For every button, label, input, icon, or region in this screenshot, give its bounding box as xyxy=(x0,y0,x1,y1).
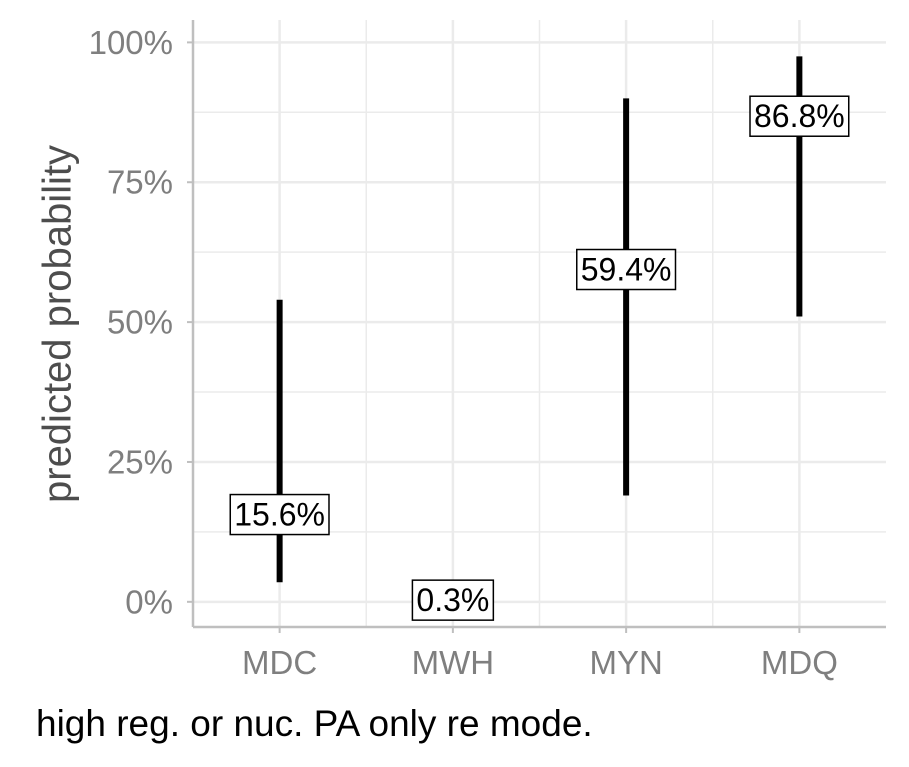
chart-caption: high reg. or nuc. PA only re mode. xyxy=(36,703,593,744)
data-label-box xyxy=(576,248,677,291)
x-tick-label: MDQ xyxy=(761,644,838,681)
x-tick-label: MYN xyxy=(589,644,662,681)
data-label-box xyxy=(229,493,330,536)
x-tick-label: MWH xyxy=(412,644,494,681)
marks-layer: 15.6% 0.3% 59.4% 86.8% xyxy=(229,56,850,621)
data-label-mwh: 0.3% xyxy=(411,579,495,621)
text-layer: predicted probability high reg. or nuc. … xyxy=(36,24,838,744)
axis-layer xyxy=(187,20,886,633)
data-label-text: 59.4% xyxy=(581,252,672,288)
data-label-mdc: 15.6% xyxy=(229,493,330,536)
y-tick-label: 0% xyxy=(125,583,173,620)
data-label-myn: 59.4% xyxy=(576,248,677,291)
data-label-box xyxy=(749,95,850,137)
x-tick-label: MDC xyxy=(242,644,317,681)
data-label-text: 0.3% xyxy=(416,582,489,618)
y-axis-title: predicted probability xyxy=(36,145,80,503)
y-tick-label: 100% xyxy=(89,24,173,61)
data-label-mdq: 86.8% xyxy=(749,95,850,137)
y-tick-label: 50% xyxy=(107,304,173,341)
data-label-box xyxy=(411,579,495,621)
y-tick-label: 25% xyxy=(107,443,173,480)
y-tick-label: 75% xyxy=(107,164,173,201)
data-label-text: 86.8% xyxy=(754,98,845,134)
data-label-text: 15.6% xyxy=(234,497,325,533)
